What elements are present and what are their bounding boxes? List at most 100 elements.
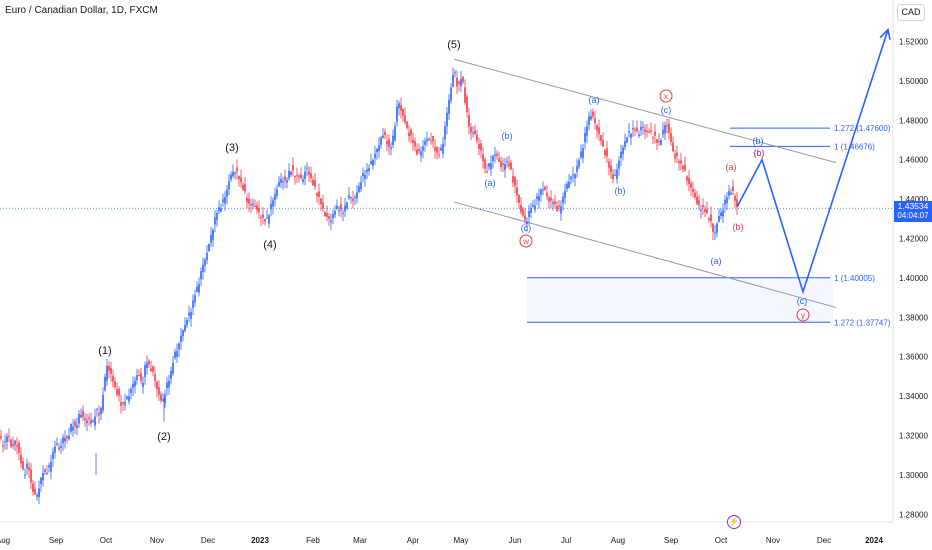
- candle-body: [452, 74, 454, 87]
- candle-body: [250, 204, 252, 206]
- candle-body: [88, 417, 90, 419]
- candle-body: [290, 171, 292, 175]
- candle-body: [366, 169, 368, 173]
- candle-body: [152, 365, 154, 372]
- candle-body: [550, 197, 552, 201]
- candle-body: [86, 420, 88, 424]
- candle-body: [566, 183, 568, 189]
- candle-body: [334, 210, 336, 215]
- candle-body: [356, 192, 358, 199]
- candle-body: [478, 143, 480, 149]
- candle-body: [186, 319, 188, 326]
- candle-body: [544, 186, 546, 191]
- candle-body: [120, 402, 122, 406]
- candle-body: [238, 176, 240, 180]
- candle-body: [606, 148, 608, 157]
- candle-body: [554, 201, 556, 204]
- candle-body: [614, 174, 616, 176]
- candle-body: [608, 161, 610, 168]
- candle-body: [458, 81, 460, 84]
- candle-body: [720, 212, 722, 216]
- secondary-wave-label: (b): [753, 136, 764, 146]
- secondary-wave-label: (c): [661, 105, 672, 115]
- candle-body: [132, 383, 134, 389]
- price-tick: 1.42000: [899, 235, 928, 244]
- candle-body: [536, 196, 538, 199]
- candle-body: [320, 198, 322, 205]
- price-tick: 1.38000: [899, 313, 928, 322]
- candle-body: [684, 164, 686, 171]
- candle-body: [260, 217, 262, 219]
- candle-body: [622, 147, 624, 155]
- secondary-wave-label: (a): [711, 256, 722, 266]
- candle-body: [124, 402, 126, 406]
- candle-body: [504, 164, 506, 171]
- candle-body: [348, 195, 350, 199]
- candle-body: [444, 126, 446, 140]
- last-price: 1.43534: [897, 201, 929, 211]
- candle-body: [692, 188, 694, 192]
- candle-body: [506, 161, 508, 163]
- candle-body: [674, 153, 676, 159]
- candle-body: [730, 192, 732, 195]
- descending-channel: [453, 58, 837, 308]
- fib-label: 1 (1.40005): [834, 274, 875, 283]
- candle-body: [318, 191, 320, 197]
- candle-body: [6, 436, 8, 443]
- red-wave-label: (b): [733, 222, 744, 232]
- primary-wave-label: (5): [447, 39, 460, 51]
- candle-body: [438, 154, 440, 156]
- candle-body: [404, 115, 406, 123]
- price-axis: 1.52000 1.50000 1.48000 1.46000 1.44000 1.420…: [892, 0, 928, 522]
- candle-body: [80, 414, 82, 418]
- candle-body: [412, 139, 414, 144]
- candle-body: [618, 160, 620, 169]
- candle-body: [492, 156, 494, 161]
- candle-body: [440, 147, 442, 151]
- candle-body: [2, 445, 4, 447]
- candle-body: [202, 264, 204, 273]
- candle-body: [228, 181, 230, 190]
- candle-body: [420, 151, 422, 156]
- secondary-wave-label: (b): [754, 148, 765, 158]
- candle-body: [208, 243, 210, 252]
- candle-body: [322, 202, 324, 209]
- candle-body: [64, 437, 66, 441]
- candle-body: [454, 72, 456, 74]
- candle-body: [148, 360, 150, 365]
- candle-body: [654, 131, 656, 136]
- candle-body: [136, 375, 138, 381]
- candle-body: [604, 150, 606, 156]
- candle-body: [358, 186, 360, 192]
- candle-body: [716, 223, 718, 233]
- time-tick: Sep: [49, 536, 64, 545]
- candle-body: [582, 147, 584, 158]
- candle-body: [488, 163, 490, 167]
- candle-body: [70, 423, 72, 432]
- currency-button[interactable]: CAD: [897, 4, 925, 21]
- candle-body: [472, 132, 474, 134]
- candle-body: [146, 362, 148, 368]
- candle-body: [682, 165, 684, 170]
- candle-body: [398, 103, 400, 109]
- candle-body: [700, 209, 702, 211]
- candle-body: [732, 186, 734, 191]
- candle-body: [10, 439, 12, 447]
- candle-body: [474, 130, 476, 135]
- price-tick: 1.40000: [899, 274, 928, 283]
- circle-wave-label: w: [522, 237, 529, 246]
- candle-body: [702, 205, 704, 208]
- candle-body: [116, 389, 118, 395]
- candle-body: [586, 126, 588, 136]
- candle-body: [612, 173, 614, 180]
- lightning-icon[interactable]: ⚡: [727, 515, 741, 529]
- candle-body: [216, 212, 218, 221]
- candle-body: [648, 131, 650, 133]
- candle-body: [664, 125, 666, 134]
- candle-body: [196, 286, 198, 292]
- candle-body: [396, 106, 398, 122]
- candle-body: [106, 365, 108, 381]
- candle-body: [726, 197, 728, 204]
